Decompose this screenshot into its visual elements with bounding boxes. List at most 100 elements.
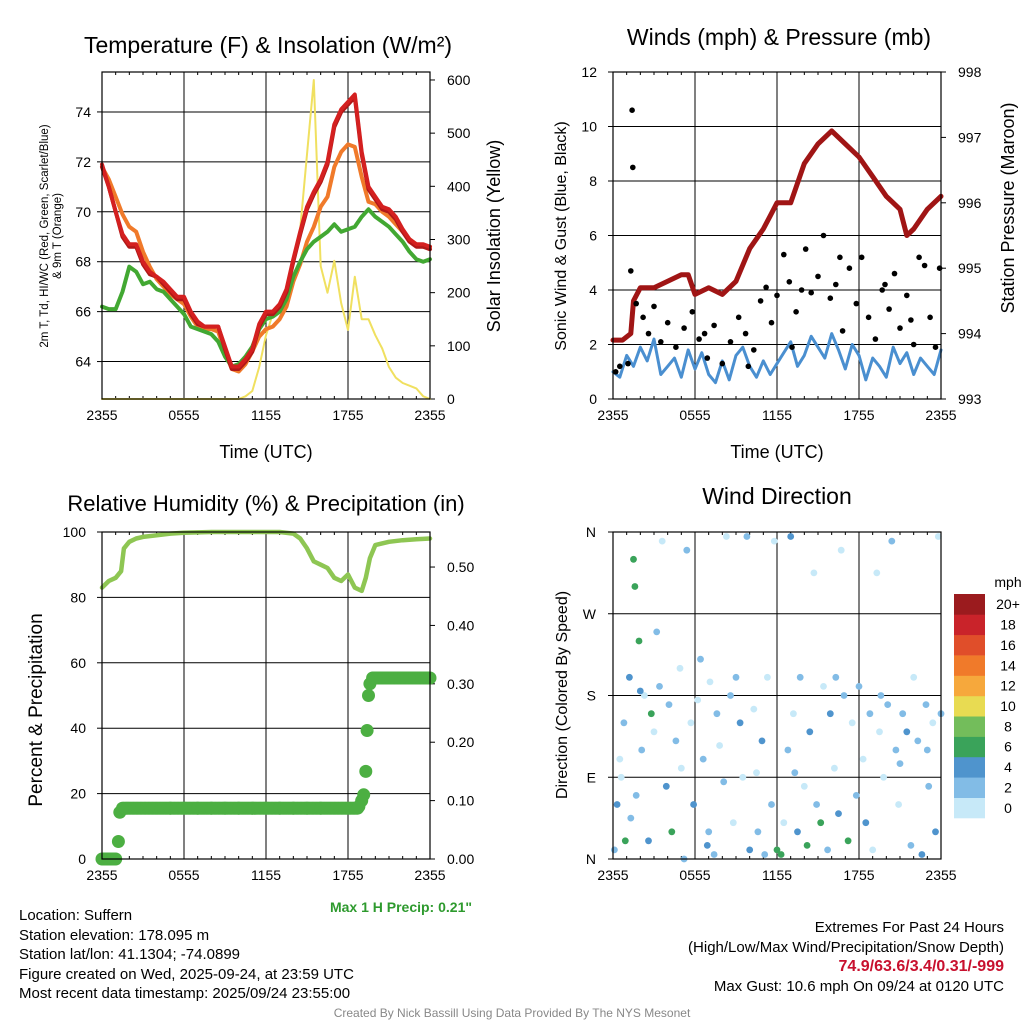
rh-y2tick-label: 0.00 (447, 851, 474, 867)
wind-y2tick-label: 998 (958, 64, 982, 80)
rh-y2tick-label: 0.40 (447, 617, 474, 633)
rh-ytick-label: 60 (70, 655, 86, 671)
colorbar-label: 20+ (996, 596, 1020, 612)
gust-point (879, 287, 885, 293)
direction-point (641, 692, 648, 699)
colorbar-label: 10 (1000, 698, 1016, 714)
direction-point (754, 828, 762, 836)
precip-point (357, 788, 371, 802)
temp-xtick-label: 1155 (251, 407, 281, 423)
gust-point (645, 330, 652, 337)
direction-point (892, 746, 900, 754)
rh-line (99, 529, 433, 594)
direction-point (800, 782, 808, 790)
rh-ytick-label: 80 (70, 589, 86, 605)
direction-point (791, 769, 799, 777)
direction-point (914, 737, 922, 745)
direction-point (910, 673, 918, 681)
gust-point (628, 268, 634, 274)
wind-xlabel: Time (UTC) (730, 442, 823, 462)
direction-point (899, 710, 907, 718)
gust-point (658, 339, 664, 345)
direction-point (727, 692, 734, 699)
wind-border (612, 71, 942, 400)
gust-point (802, 246, 809, 252)
gust-point (897, 325, 903, 331)
info-location: Location: Suffern (19, 907, 133, 924)
temp-xtick-label: 2355 (414, 407, 445, 423)
direction-point (613, 801, 621, 808)
direction-point (796, 673, 804, 681)
direction-point (616, 755, 624, 763)
direction-point (706, 678, 714, 686)
direction-point (611, 846, 618, 854)
gust-point (617, 363, 623, 370)
rh-y2tick-label: 0.10 (447, 793, 474, 809)
gust-point (781, 251, 787, 258)
direction-point (777, 851, 785, 858)
info-timestamp: Most recent data timestamp: 2025/09/24 2… (19, 985, 351, 1002)
wind-ytick-label: 0 (589, 391, 597, 407)
rh-ytick-label: 100 (63, 524, 87, 540)
dir-ytick-label: W (583, 606, 597, 622)
gust-point (704, 355, 711, 361)
extremes-values: 74.9/63.6/3.4/0.31/-999 (838, 958, 1004, 975)
direction-point (694, 696, 702, 704)
rh-y2tick-label: 0.30 (447, 676, 474, 692)
rh-ytick-label: 20 (70, 786, 86, 802)
direction-point (884, 701, 892, 708)
gust-point (664, 319, 671, 326)
direction-point (835, 810, 842, 817)
temp-y2tick-label: 0 (447, 391, 455, 407)
direction-point (662, 782, 670, 790)
direction-point (848, 719, 856, 727)
dir-ytick-label: N (586, 524, 596, 540)
rh-xtick-label: 1755 (332, 867, 363, 883)
direction-point (736, 719, 744, 727)
dir-ytick-label: S (587, 688, 596, 704)
gust-point (853, 300, 860, 307)
direction-point (922, 701, 930, 708)
gust-point (908, 317, 914, 323)
temp-series-2m-t (100, 92, 432, 369)
direction-point (896, 760, 904, 767)
gust-point (629, 107, 635, 113)
gust-point (789, 344, 795, 351)
wind-title: Winds (mph) & Pressure (mb) (627, 24, 931, 50)
colorbar-swatch (954, 695, 985, 717)
gust-point (927, 314, 933, 321)
direction-point (768, 801, 775, 808)
colorbar-swatch (954, 655, 985, 676)
gust-point (808, 289, 814, 296)
wind-sonic-line (611, 332, 943, 385)
direction-point (630, 555, 637, 563)
direction-point (720, 778, 728, 786)
info-latlon: Station lat/lon: 41.1304; -74.0899 (19, 946, 241, 963)
colorbar-title: mph (994, 574, 1021, 590)
gust-point (774, 292, 780, 299)
dir-xtick-label: 0555 (679, 867, 710, 883)
temp-y2tick-label: 300 (447, 231, 471, 247)
extremes-heading: Extremes For Past 24 Hours (814, 919, 1004, 936)
gust-point (757, 298, 764, 304)
gust-point (701, 330, 708, 337)
gust-point (681, 325, 687, 331)
colorbar-label: 2 (1004, 780, 1012, 796)
direction-point (925, 782, 933, 790)
direction-point (732, 673, 740, 681)
gust-point (798, 287, 805, 293)
direction-point (753, 769, 760, 777)
gust-point (815, 273, 821, 280)
dir-ylabel: Direction (Colored By Speed) (554, 591, 571, 799)
wind-xtick-label: 2355 (925, 407, 956, 423)
gust-point (751, 347, 757, 353)
direction-point (668, 828, 676, 836)
direction-point (743, 533, 751, 540)
colorbar-label: 14 (1000, 657, 1016, 673)
rh-xtick-label: 2355 (414, 867, 445, 883)
direction-point (773, 846, 781, 854)
gust-point (891, 270, 898, 277)
gust-point (742, 330, 749, 337)
direction-point (746, 846, 754, 854)
